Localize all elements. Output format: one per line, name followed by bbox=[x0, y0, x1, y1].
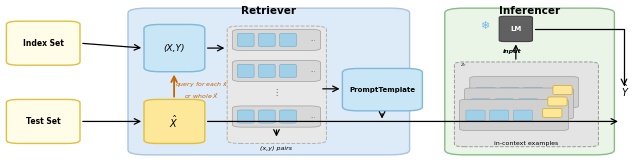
FancyBboxPatch shape bbox=[128, 8, 410, 155]
Text: $\hat{Y}$: $\hat{Y}$ bbox=[621, 82, 630, 99]
FancyBboxPatch shape bbox=[237, 33, 254, 46]
Text: ...: ... bbox=[310, 68, 316, 73]
Text: query for each $\hat{x}$
or whole $\hat{X}$: query for each $\hat{x}$ or whole $\hat{… bbox=[175, 80, 228, 101]
FancyBboxPatch shape bbox=[454, 62, 598, 147]
Text: $\hat{X}$: $\hat{X}$ bbox=[170, 113, 179, 130]
FancyBboxPatch shape bbox=[548, 97, 567, 106]
FancyBboxPatch shape bbox=[237, 64, 254, 77]
Text: Test Set: Test Set bbox=[26, 117, 61, 126]
FancyBboxPatch shape bbox=[280, 33, 296, 46]
FancyBboxPatch shape bbox=[524, 87, 543, 98]
Text: (x,y) pairs: (x,y) pairs bbox=[260, 146, 292, 151]
FancyBboxPatch shape bbox=[342, 68, 422, 111]
Text: $z_n$: $z_n$ bbox=[460, 61, 467, 69]
FancyBboxPatch shape bbox=[445, 8, 614, 155]
FancyBboxPatch shape bbox=[518, 99, 538, 109]
Text: input: input bbox=[502, 49, 522, 54]
Text: ❄: ❄ bbox=[481, 21, 490, 31]
FancyBboxPatch shape bbox=[259, 64, 275, 77]
FancyBboxPatch shape bbox=[513, 110, 532, 121]
FancyBboxPatch shape bbox=[232, 29, 321, 51]
FancyBboxPatch shape bbox=[499, 16, 532, 42]
FancyBboxPatch shape bbox=[227, 26, 326, 143]
FancyBboxPatch shape bbox=[259, 33, 275, 46]
Text: ...: ... bbox=[310, 114, 316, 119]
FancyBboxPatch shape bbox=[465, 88, 573, 119]
FancyBboxPatch shape bbox=[259, 110, 275, 123]
Text: in-context examples: in-context examples bbox=[494, 141, 558, 146]
FancyBboxPatch shape bbox=[466, 110, 485, 121]
FancyBboxPatch shape bbox=[232, 60, 321, 82]
Text: ⋮: ⋮ bbox=[272, 88, 281, 97]
FancyBboxPatch shape bbox=[490, 110, 509, 121]
FancyBboxPatch shape bbox=[543, 108, 562, 117]
Text: (X,Y): (X,Y) bbox=[163, 44, 185, 53]
FancyBboxPatch shape bbox=[471, 99, 490, 109]
FancyBboxPatch shape bbox=[144, 24, 205, 72]
FancyBboxPatch shape bbox=[553, 86, 572, 95]
FancyBboxPatch shape bbox=[280, 64, 296, 77]
Text: Inferencer: Inferencer bbox=[499, 6, 561, 16]
FancyBboxPatch shape bbox=[6, 99, 80, 143]
FancyBboxPatch shape bbox=[500, 87, 519, 98]
FancyBboxPatch shape bbox=[144, 99, 205, 143]
FancyBboxPatch shape bbox=[460, 99, 568, 130]
Text: Retriever: Retriever bbox=[241, 6, 296, 16]
Text: LM: LM bbox=[510, 26, 522, 32]
Text: Index Set: Index Set bbox=[23, 39, 63, 48]
FancyBboxPatch shape bbox=[6, 21, 80, 65]
FancyBboxPatch shape bbox=[237, 110, 254, 123]
Text: PromptTemplate: PromptTemplate bbox=[349, 87, 415, 93]
FancyBboxPatch shape bbox=[476, 87, 495, 98]
FancyBboxPatch shape bbox=[232, 106, 321, 127]
Text: ...: ... bbox=[310, 37, 316, 42]
FancyBboxPatch shape bbox=[495, 99, 514, 109]
FancyBboxPatch shape bbox=[470, 77, 579, 108]
FancyBboxPatch shape bbox=[280, 110, 296, 123]
